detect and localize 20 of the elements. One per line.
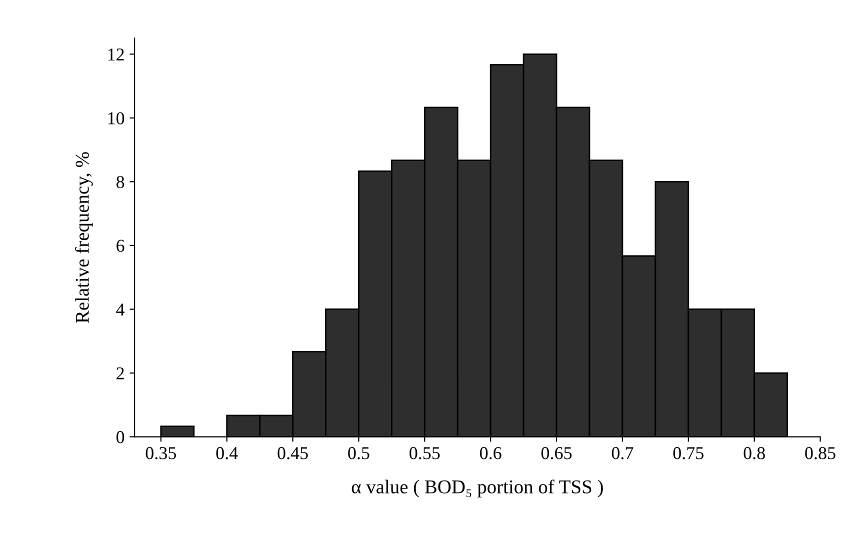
x-tick-label: 0.7 (612, 447, 634, 460)
x-tick-label: 0.85 (805, 447, 836, 460)
x-tick-label: 0.4 (216, 447, 238, 460)
x-tick-label: 0.65 (541, 447, 572, 460)
x-tick-label: 0.6 (480, 447, 502, 460)
x-tick-label: 0.5 (348, 447, 370, 460)
x-tick-label: 0.8 (744, 447, 765, 460)
x-tick-label: 0.45 (278, 447, 308, 460)
x-tick-label: 0.75 (673, 447, 704, 460)
y-tick-label: 2 (116, 367, 124, 380)
y-tick-label: 0 (116, 431, 124, 444)
y-tick-label: 10 (108, 112, 124, 124)
y-tick-label: 6 (116, 240, 124, 252)
y-axis-title: Relative frequency, % (74, 152, 93, 323)
y-tick-label: 8 (116, 176, 124, 188)
x-tick-label: 0.35 (146, 447, 176, 460)
y-tick-label: 12 (108, 48, 124, 60)
y-tick-label: 4 (116, 304, 125, 316)
x-axis-title: α value ( BOD₅ portion of TSS ) (352, 480, 603, 498)
x-tick-label: 0.55 (410, 447, 440, 460)
